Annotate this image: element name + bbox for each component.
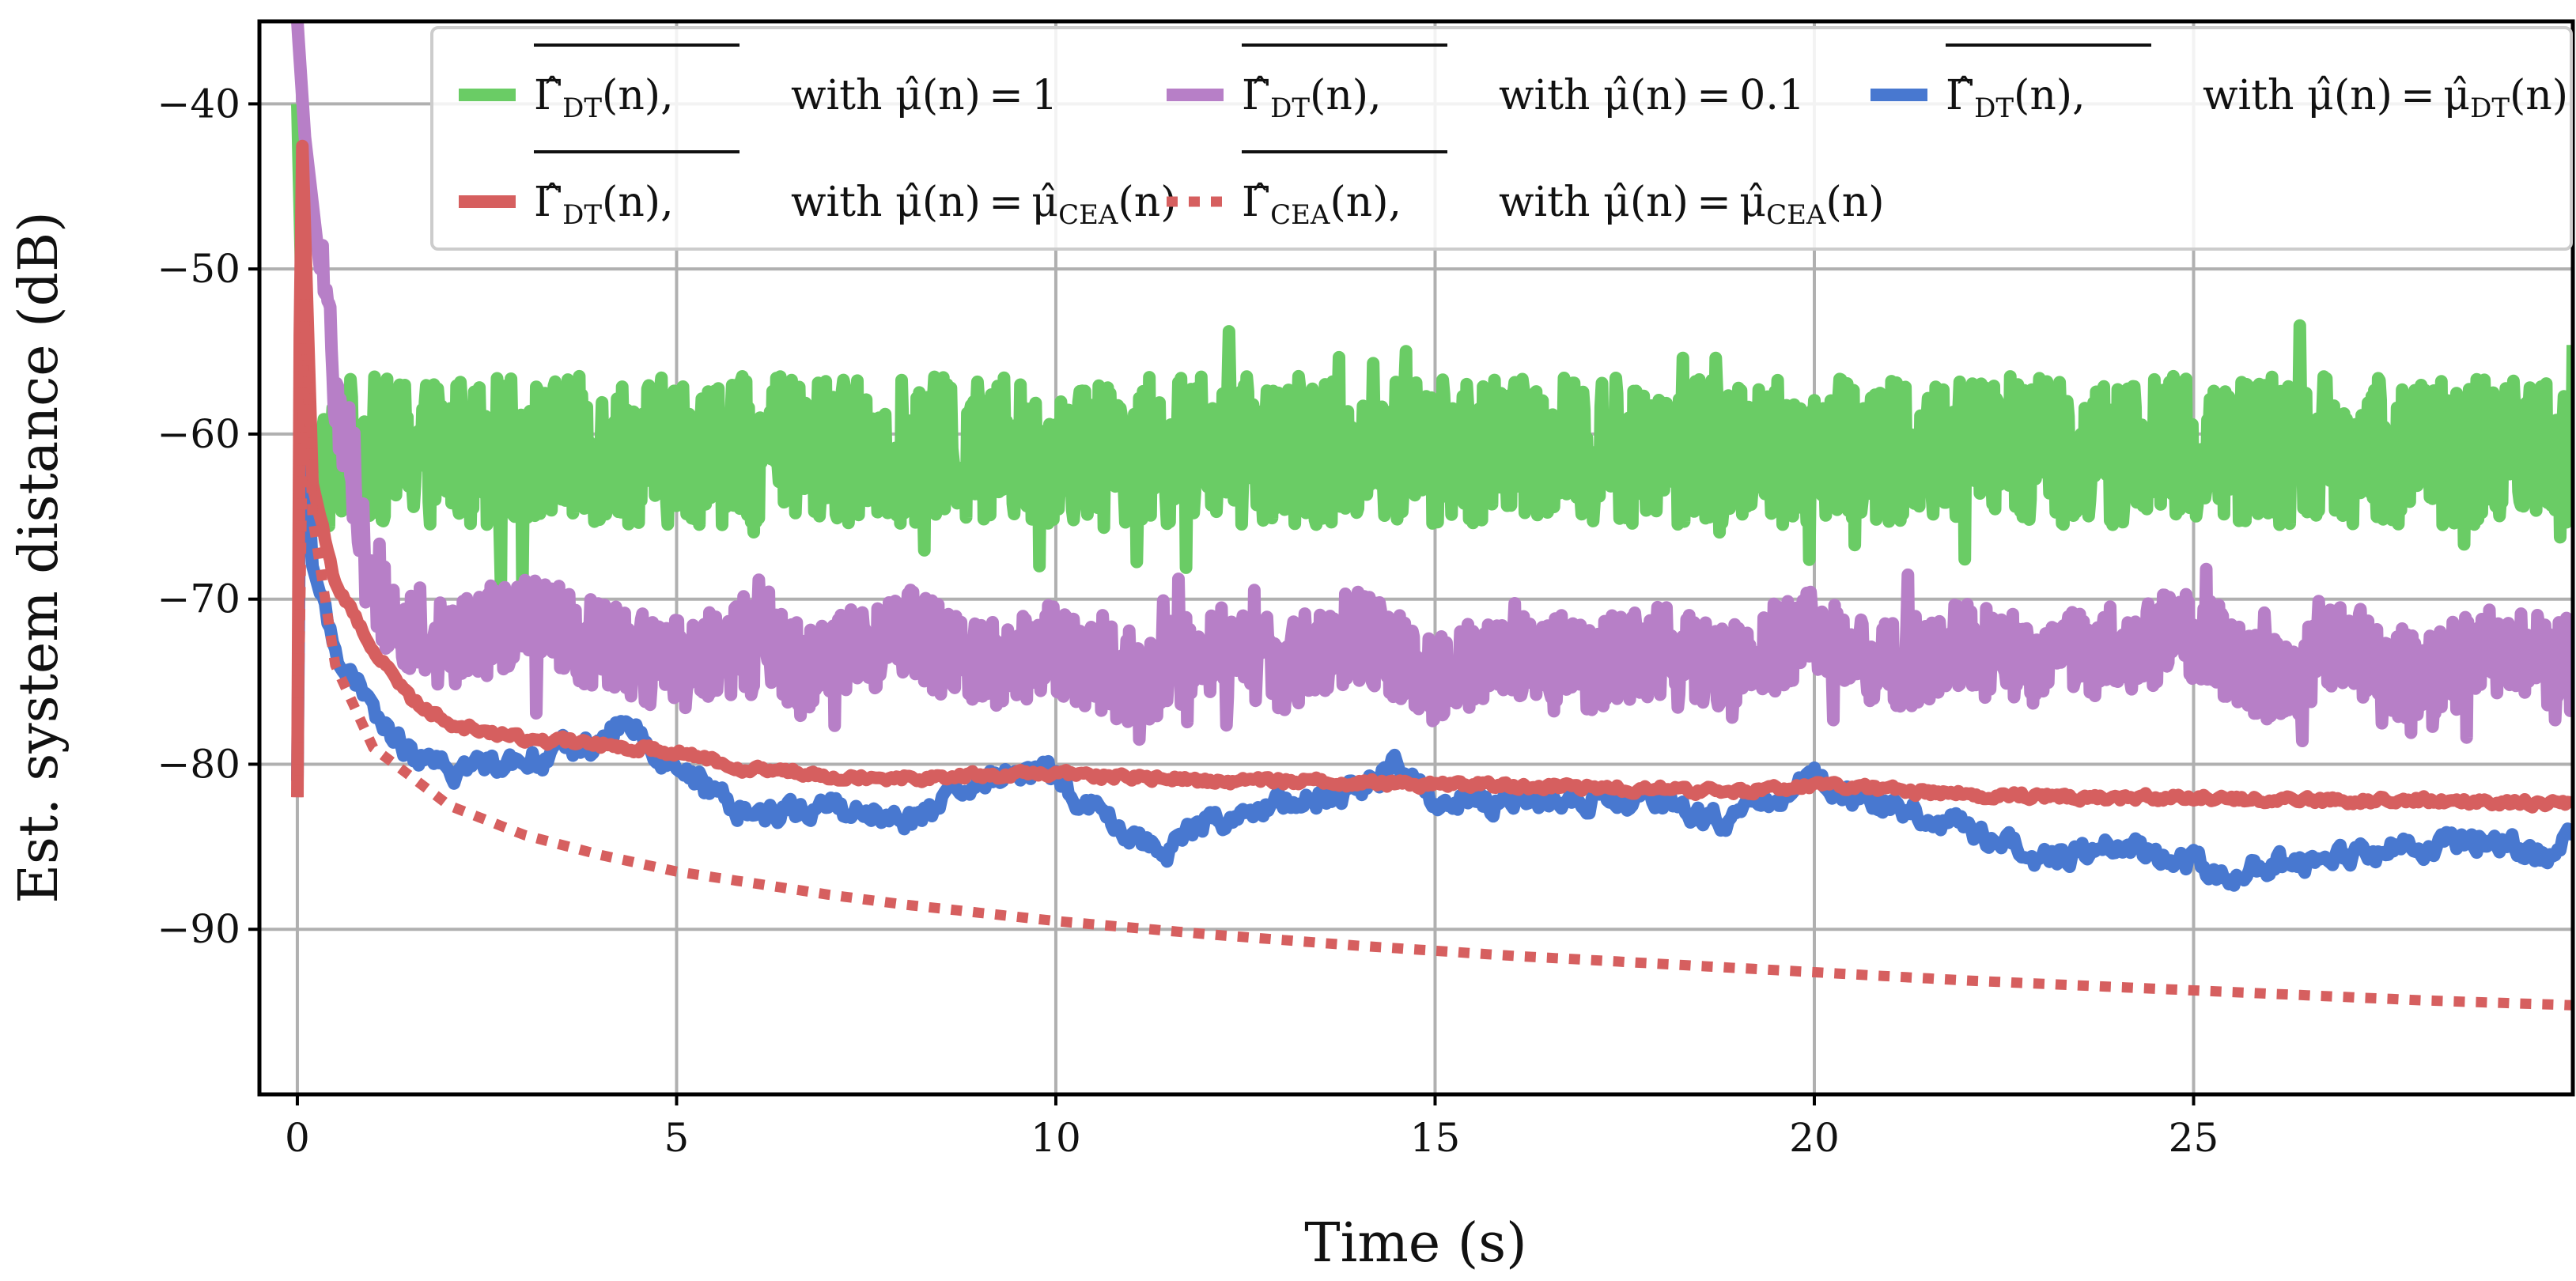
legend-box — [430, 26, 2573, 251]
legend-entry-1: Γ̂DT(n), with μ̂(n) = 1 — [459, 43, 1057, 124]
x-tick-label: 5 — [664, 1115, 690, 1161]
legend-entry-4: Γ̂DT(n), with μ̂(n) = μ̂CEA(n) — [459, 150, 1177, 231]
y-tick-label: −50 — [157, 246, 240, 292]
legend-entry-2: Γ̂DT(n), with μ̂(n) = 0.1 — [1167, 43, 1805, 124]
y-tick-label: −60 — [157, 411, 240, 457]
legend-label: Γ̂CEA(n), with μ̂(n) = μ̂CEA(n) — [1242, 179, 1885, 231]
series-line-1 — [291, 104, 2573, 594]
y-tick-label: −70 — [157, 576, 240, 622]
y-tick-label: −90 — [157, 906, 240, 952]
series-line-3 — [291, 368, 2573, 892]
series-line-4 — [291, 139, 2573, 814]
x-tick-label: 0 — [285, 1115, 310, 1161]
y-tick-label: −80 — [157, 741, 240, 787]
x-tick-label: 15 — [1410, 1115, 1461, 1161]
x-tick-label: 10 — [1031, 1115, 1081, 1161]
ticks: 0 5 10 15 20 25 −40 −50 −60 −70 −80 −90 — [157, 81, 2219, 1161]
legend-entry-5: Γ̂CEA(n), with μ̂(n) = μ̂CEA(n) — [1167, 150, 1885, 231]
legend-label: Γ̂DT(n), with μ̂(n) = μ̂DT(n) — [1946, 72, 2568, 124]
x-axis-title: Time (s) — [1304, 1212, 1526, 1275]
legend-label: Γ̂DT(n), with μ̂(n) = 1 — [534, 72, 1057, 124]
legend-label: Γ̂DT(n), with μ̂(n) = 0.1 — [1242, 72, 1805, 124]
x-tick-label: 20 — [1789, 1115, 1840, 1161]
series-layer — [291, 21, 2573, 1011]
series-line-2 — [291, 21, 2573, 747]
x-tick-label: 25 — [2169, 1115, 2219, 1161]
legend: Γ̂DT(n), with μ̂(n) = 1 Γ̂DT(n), with μ̂(n)… — [430, 26, 2573, 251]
legend-entry-3: Γ̂DT(n), with μ̂(n) = μ̂DT(n) — [1871, 43, 2568, 124]
y-tick-label: −40 — [157, 81, 240, 127]
y-axis-title: Est. system distance (dB) — [8, 211, 70, 903]
plot-area-frame — [257, 19, 2575, 1097]
series-line-5 — [292, 291, 2573, 1011]
legend-label: Γ̂DT(n), with μ̂(n) = μ̂CEA(n) — [534, 179, 1177, 231]
